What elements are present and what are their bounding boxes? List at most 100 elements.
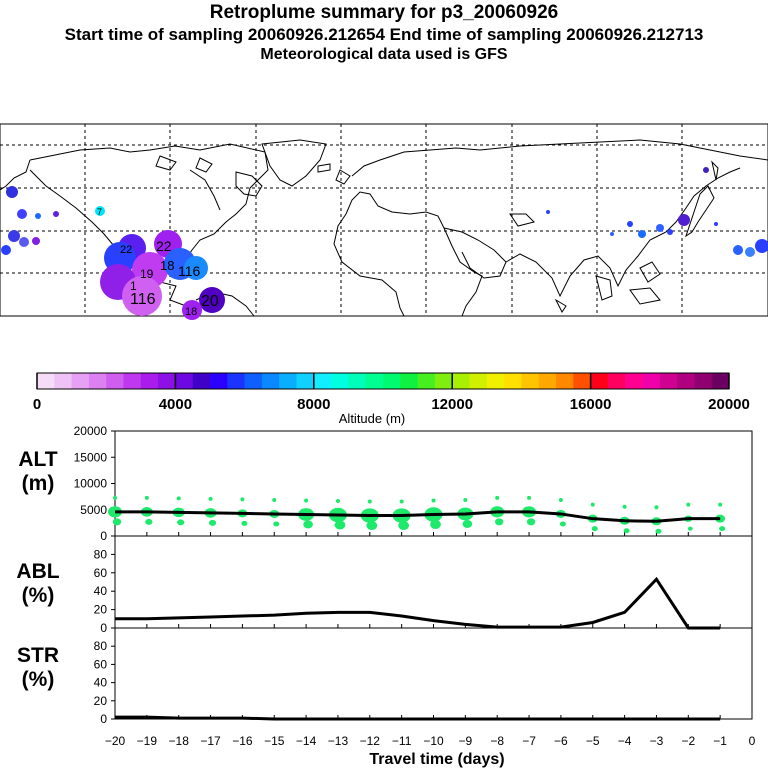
- colorbar-swatch: [400, 373, 419, 389]
- alt-scatter-point: [430, 519, 441, 529]
- alt-scatter-point: [112, 518, 122, 526]
- colorbar-swatch: [469, 373, 488, 389]
- colorbar-tick-label: 16000: [570, 396, 612, 413]
- alt-scatter-point: [718, 502, 723, 507]
- alt-scatter-point: [590, 502, 595, 507]
- x-tick-label: −11: [392, 734, 412, 748]
- alt-scatter-point: [655, 528, 662, 534]
- altitude-colorbar: 0 4000 8000 12000 16000 20000: [33, 372, 750, 413]
- colorbar-swatch: [486, 373, 505, 389]
- x-tick-label: −4: [618, 734, 632, 748]
- colorbar-swatch: [54, 373, 73, 389]
- alt-scatter-point: [623, 528, 630, 534]
- colorbar-swatch: [279, 373, 297, 389]
- colorbar-swatch: [434, 373, 453, 389]
- y-tick-label: 80: [94, 639, 108, 653]
- x-tick-label: −14: [296, 734, 317, 748]
- colorbar-swatch: [88, 373, 107, 389]
- alt-scatter-point: [366, 521, 378, 531]
- alt-scatter-point: [273, 521, 280, 527]
- alt-scatter-point: [272, 497, 277, 502]
- alt-scatter-point: [303, 520, 313, 529]
- alt-scatter-point: [622, 504, 627, 509]
- colorbar-swatch: [175, 373, 194, 389]
- panel-alt: 0 5000 10000 15000 20000 ALT(m): [18, 424, 753, 543]
- alt-scatter-point: [367, 499, 372, 504]
- colorbar-swatch: [313, 373, 332, 389]
- x-tick-label: −16: [232, 734, 253, 748]
- x-axis-label: Travel time (days): [369, 751, 504, 768]
- cluster-label: 22: [156, 238, 172, 254]
- y-tick-label: 40: [94, 584, 108, 598]
- panel-frame: [114, 627, 753, 720]
- colorbar-swatch: [383, 373, 401, 389]
- colorbar-swatch: [123, 373, 142, 389]
- alt-scatter-point: [559, 521, 566, 527]
- x-tick-label: −6: [554, 734, 568, 748]
- x-tick-label: −3: [650, 734, 664, 748]
- alt-scatter-point: [144, 495, 149, 500]
- x-tick-label: −20: [105, 734, 126, 748]
- colorbar-tick-label: 20000: [708, 396, 750, 413]
- colorbar-swatch: [573, 373, 592, 389]
- time-series-panels: 05000100001500020000ALT(m)020406080ABL(%…: [16, 424, 755, 768]
- alt-scatter-point: [431, 498, 436, 503]
- alt-scatter-point: [335, 499, 340, 503]
- colorbar-swatch: [452, 373, 470, 389]
- colorbar-swatch: [140, 373, 159, 389]
- alt-scatter-point: [304, 498, 309, 503]
- y-tick-label: 40: [94, 676, 108, 690]
- alt-scatter-point: [462, 519, 473, 528]
- colorbar-swatch: [331, 373, 349, 389]
- colorbar-tick-label: 12000: [431, 396, 473, 413]
- colorbar-swatch: [71, 373, 90, 389]
- cluster-marker: [95, 206, 105, 216]
- plume-clusters: 7 22 22 19 18 116 116 1 20: [1, 167, 768, 320]
- x-tick-label: −10: [423, 734, 444, 748]
- x-tick-label: −12: [360, 734, 381, 748]
- alt-scatter-point: [463, 497, 468, 502]
- panel-label: ABL: [16, 560, 59, 583]
- chart-title: Retroplume summary for p3_20060926: [209, 2, 559, 23]
- colorbar-swatch: [607, 373, 626, 389]
- y-tick-label: 20: [94, 694, 108, 708]
- x-tick-label: 0: [749, 734, 756, 748]
- panel-abl: 0 20 40 60 80 ABL(%): [16, 535, 753, 635]
- x-tick-label: −19: [137, 734, 158, 748]
- alt-scatter-point: [113, 495, 117, 500]
- alt-scatter-point: [526, 518, 536, 526]
- x-axis: −20 −19 −18 −17 −16 −15 −14 −13 −12 −11 −10 −9 −8 −7−…: [105, 734, 756, 768]
- alt-scatter-point: [687, 526, 693, 531]
- colorbar-swatch: [694, 373, 713, 389]
- x-tick-label: −2: [681, 734, 695, 748]
- colorbar-swatch: [711, 373, 730, 389]
- panel-label: (%): [22, 584, 55, 607]
- colorbar-swatch: [417, 373, 436, 389]
- y-tick-label: 10000: [74, 477, 108, 491]
- alt-scatter-point: [241, 520, 248, 526]
- cluster-label: 22: [120, 244, 132, 256]
- cluster-label: 116: [178, 263, 201, 279]
- panel-frame: [114, 535, 753, 629]
- alt-scatter-point: [686, 502, 691, 507]
- alt-scatter-point: [208, 519, 217, 526]
- panel-str: 0 20 40 60 80 STR(%): [17, 627, 753, 726]
- colorbar-swatch: [158, 373, 176, 389]
- panel-label: (m): [22, 472, 55, 495]
- y-tick-label: 15000: [74, 450, 108, 464]
- colorbar-swatch: [296, 373, 315, 389]
- colorbar-swatch: [37, 373, 55, 389]
- colorbar-swatch: [244, 373, 263, 389]
- sampling-times: Start time of sampling 20060926.212654 E…: [64, 25, 704, 44]
- colorbar-swatch: [106, 373, 124, 389]
- alt-scatter-point: [719, 526, 726, 532]
- x-tick-label: −18: [169, 734, 190, 748]
- x-tick-label: −17: [200, 734, 221, 748]
- met-data-label: Meteorological data used is GFS: [260, 46, 508, 63]
- colorbar-swatch: [192, 373, 211, 389]
- alt-scatter-point: [145, 518, 153, 525]
- colorbar-swatch: [261, 373, 280, 389]
- colorbar-swatch: [504, 373, 522, 389]
- y-tick-label: 60: [94, 566, 108, 580]
- colorbar-swatch: [625, 373, 643, 389]
